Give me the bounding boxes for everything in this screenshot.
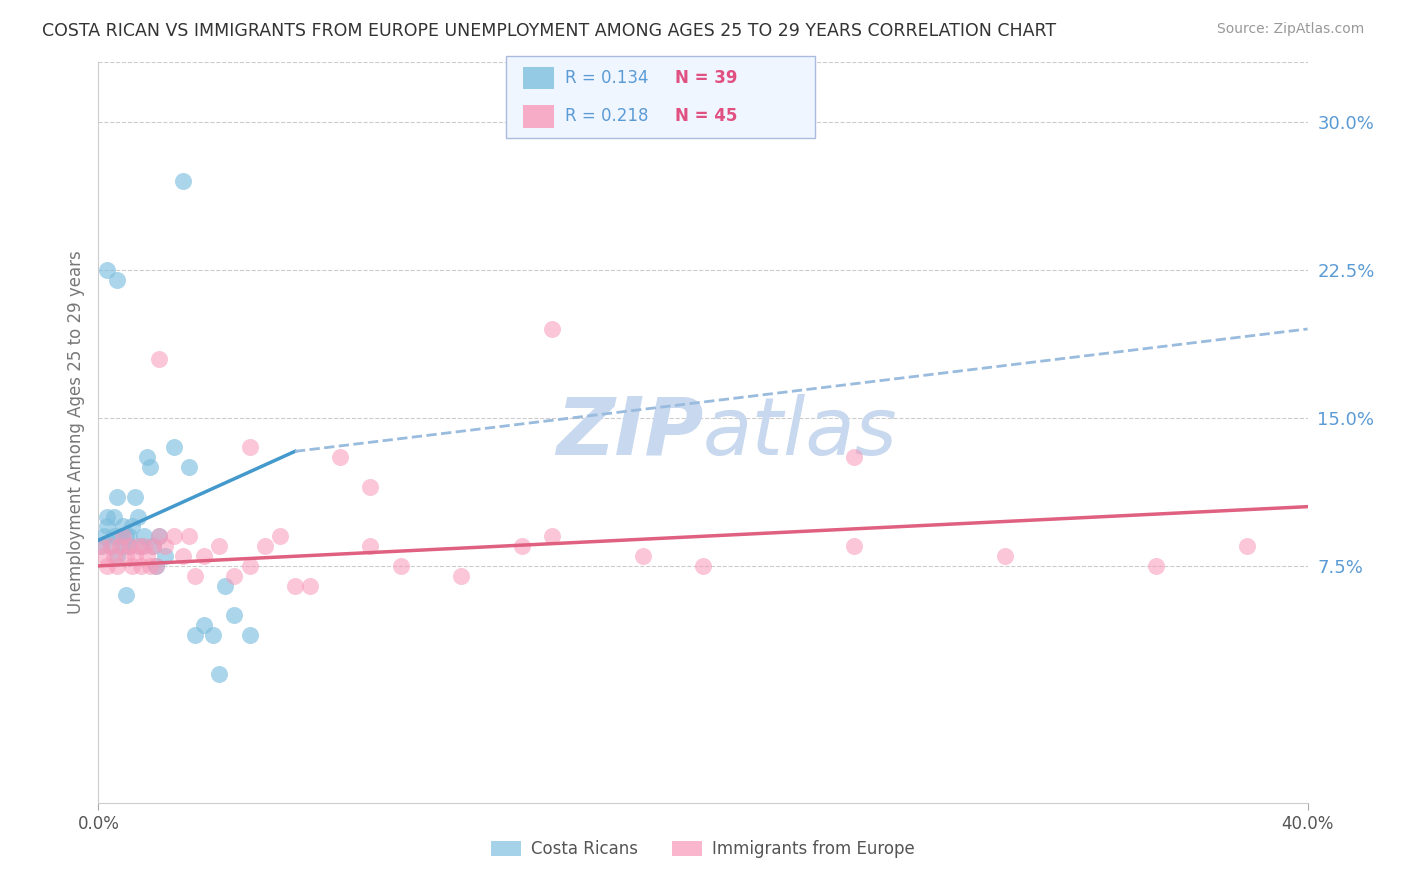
Legend: Costa Ricans, Immigrants from Europe: Costa Ricans, Immigrants from Europe — [485, 833, 921, 865]
Point — [132, 529, 155, 543]
Point — [105, 558, 128, 573]
Point — [105, 490, 128, 504]
Point — [100, 539, 122, 553]
Point — [103, 549, 125, 563]
Point — [90, 539, 112, 553]
Point — [135, 450, 157, 465]
Point — [148, 529, 170, 543]
Point — [148, 351, 170, 366]
Point — [121, 558, 143, 573]
Point — [114, 529, 136, 543]
Point — [132, 539, 155, 553]
Point — [360, 480, 382, 494]
Point — [163, 441, 186, 455]
Point — [631, 549, 654, 563]
Point — [114, 589, 136, 603]
Point — [111, 529, 134, 543]
Point — [118, 529, 141, 543]
Point — [208, 667, 231, 681]
Point — [239, 558, 262, 573]
Point — [139, 558, 162, 573]
Text: N = 39: N = 39 — [675, 69, 737, 87]
Point — [224, 608, 246, 623]
Point — [142, 539, 165, 553]
Text: atlas: atlas — [703, 393, 898, 472]
Point — [103, 509, 125, 524]
Point — [129, 539, 152, 553]
Text: R = 0.134: R = 0.134 — [565, 69, 648, 87]
Point — [145, 558, 167, 573]
Point — [142, 539, 165, 553]
Point — [1236, 539, 1258, 553]
Point — [179, 460, 201, 475]
Point — [105, 272, 128, 286]
Point — [139, 460, 162, 475]
Point — [184, 568, 207, 582]
Point — [90, 539, 112, 553]
Point — [844, 539, 866, 553]
Point — [179, 529, 201, 543]
Point — [108, 529, 131, 543]
Point — [96, 262, 118, 277]
Point — [111, 539, 134, 553]
Point — [118, 539, 141, 553]
Point — [184, 628, 207, 642]
Point — [224, 568, 246, 582]
Point — [100, 539, 122, 553]
Point — [193, 549, 215, 563]
Point — [284, 579, 307, 593]
Point — [193, 618, 215, 632]
Point — [105, 549, 128, 563]
Point — [540, 529, 562, 543]
Point — [148, 529, 170, 543]
Point — [121, 519, 143, 533]
Point — [994, 549, 1017, 563]
Point — [269, 529, 291, 543]
Point — [127, 509, 149, 524]
Text: N = 45: N = 45 — [675, 107, 737, 125]
Point — [129, 558, 152, 573]
Point — [111, 519, 134, 533]
Point — [93, 529, 115, 543]
Point — [124, 490, 146, 504]
Point — [153, 539, 176, 553]
Point — [329, 450, 352, 465]
Point — [172, 549, 194, 563]
Point — [145, 558, 167, 573]
Text: ZIP: ZIP — [555, 393, 703, 472]
Text: R = 0.218: R = 0.218 — [565, 107, 648, 125]
Point — [202, 628, 225, 642]
Point — [1144, 558, 1167, 573]
Point — [93, 549, 115, 563]
Point — [124, 549, 146, 563]
Point — [208, 539, 231, 553]
Point — [172, 174, 194, 188]
Point — [239, 441, 262, 455]
Point — [96, 509, 118, 524]
Point — [96, 519, 118, 533]
Point — [96, 558, 118, 573]
Point — [153, 549, 176, 563]
Point — [239, 628, 262, 642]
Point — [299, 579, 322, 593]
Y-axis label: Unemployment Among Ages 25 to 29 years: Unemployment Among Ages 25 to 29 years — [66, 251, 84, 615]
Point — [510, 539, 533, 553]
Point — [360, 539, 382, 553]
Point — [127, 539, 149, 553]
Text: COSTA RICAN VS IMMIGRANTS FROM EUROPE UNEMPLOYMENT AMONG AGES 25 TO 29 YEARS COR: COSTA RICAN VS IMMIGRANTS FROM EUROPE UN… — [42, 22, 1056, 40]
Point — [540, 322, 562, 336]
Point — [163, 529, 186, 543]
Point — [450, 568, 472, 582]
Point — [118, 539, 141, 553]
Point — [103, 529, 125, 543]
Text: Source: ZipAtlas.com: Source: ZipAtlas.com — [1216, 22, 1364, 37]
Point — [253, 539, 276, 553]
Point — [108, 539, 131, 553]
Point — [389, 558, 412, 573]
Point — [214, 579, 236, 593]
Point — [692, 558, 714, 573]
Point — [114, 549, 136, 563]
Point — [135, 549, 157, 563]
Point — [844, 450, 866, 465]
